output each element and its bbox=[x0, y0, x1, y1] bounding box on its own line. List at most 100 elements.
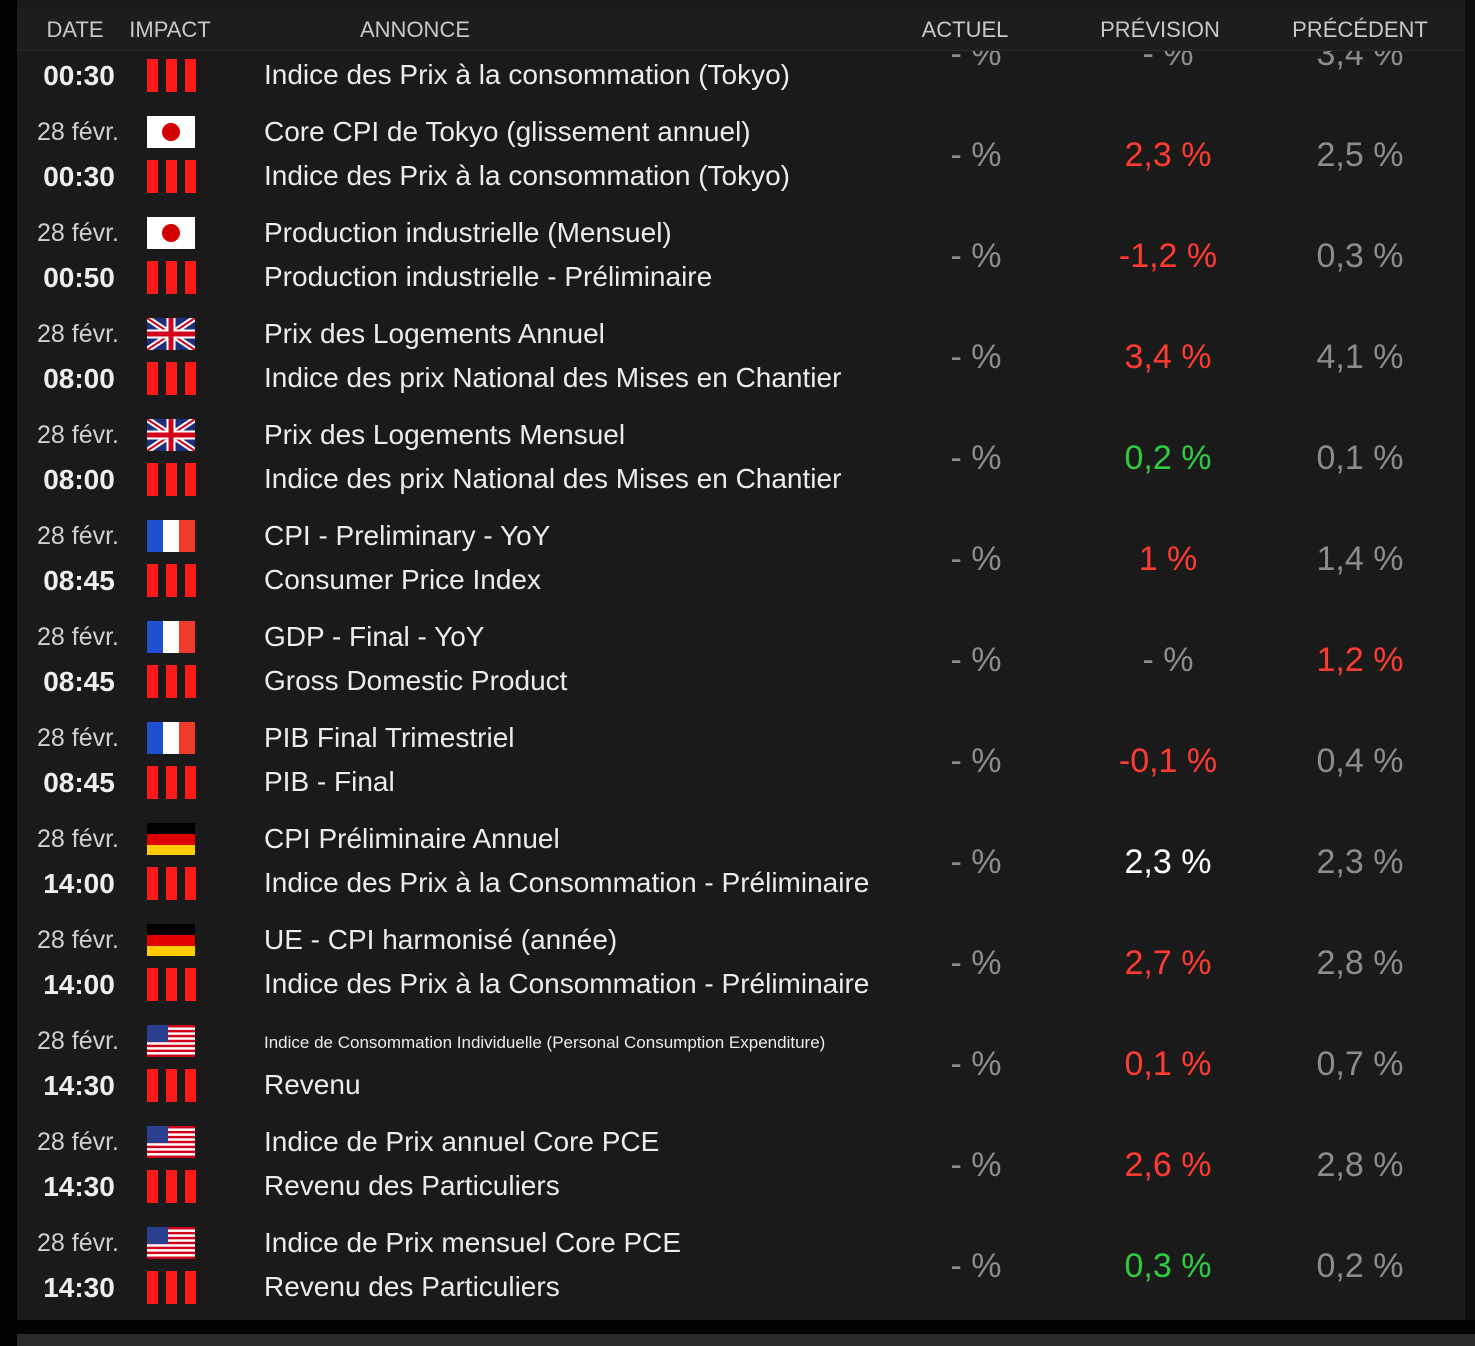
previous-value: 2,5 % bbox=[1316, 136, 1404, 174]
event-subtitle: Gross Domestic Product bbox=[264, 665, 568, 696]
event-list: 00:30 Indice des Prix à la consommation (… bbox=[0, 50, 1465, 1320]
event-subtitle: Consumer Price Index bbox=[264, 564, 542, 595]
country-flag bbox=[147, 722, 195, 754]
impact-bar bbox=[166, 1170, 177, 1203]
event-time: 00:50 bbox=[43, 262, 115, 293]
event-row: 28 févr. 14:00 CPI Préliminaire Annuel Indi… bbox=[0, 812, 1465, 913]
event-row: 28 févr. 00:50 Production industrielle (Me… bbox=[0, 206, 1465, 307]
previous-value: 1,2 % bbox=[1316, 641, 1404, 679]
country-flag bbox=[147, 823, 195, 855]
previous-value: 2,8 % bbox=[1316, 1146, 1404, 1184]
column-header: PRÉCÉDENT bbox=[1292, 17, 1428, 42]
event-row: 28 févr. 08:45 PIB Final Trimestriel PIB - … bbox=[0, 711, 1465, 812]
impact-bar bbox=[147, 968, 158, 1001]
event-time: 14:30 bbox=[43, 1171, 115, 1202]
event-time: 14:00 bbox=[43, 868, 115, 899]
country-flag bbox=[147, 419, 195, 451]
forecast-value: 3,4 % bbox=[1124, 338, 1212, 376]
event-date: 28 févr. bbox=[37, 1027, 119, 1055]
impact-bar bbox=[166, 766, 177, 799]
event-title: GDP - Final - YoY bbox=[264, 621, 485, 652]
event-time: 14:30 bbox=[43, 1070, 115, 1101]
event-date: 28 févr. bbox=[37, 522, 119, 550]
impact-bar bbox=[185, 1170, 196, 1203]
forecast-value: 1 % bbox=[1138, 540, 1198, 578]
impact-bar bbox=[185, 1069, 196, 1102]
actual-value: - % bbox=[950, 439, 1002, 477]
actual-value: - % bbox=[950, 540, 1002, 578]
event-row: 28 févr. 08:00 Prix des Logements Annuel In… bbox=[0, 307, 1465, 408]
event-title: Core CPI de Tokyo (glissement annuel) bbox=[264, 116, 751, 147]
event-time: 08:00 bbox=[43, 464, 115, 495]
impact-bar bbox=[166, 362, 177, 395]
impact-bar bbox=[185, 766, 196, 799]
impact-bar bbox=[185, 362, 196, 395]
previous-value: 0,7 % bbox=[1316, 1045, 1404, 1083]
event-subtitle: Indice des Prix à la Consommation - Prél… bbox=[264, 968, 870, 999]
event-subtitle: Indice des Prix à la consommation (Tokyo… bbox=[264, 160, 790, 191]
impact-bar bbox=[166, 261, 177, 294]
impact-bar bbox=[166, 59, 177, 92]
event-row: 28 févr. 14:00 UE - CPI harmonisé (année) I… bbox=[0, 913, 1465, 1014]
event-time: 00:30 bbox=[43, 60, 115, 91]
forecast-value: - % bbox=[1142, 641, 1194, 679]
forecast-value: 0,2 % bbox=[1124, 439, 1212, 477]
impact-bar bbox=[185, 1271, 196, 1304]
column-header: ACTUEL bbox=[921, 17, 1009, 42]
event-title: Indice de Consommation Individuelle (Per… bbox=[264, 1033, 826, 1052]
impact-bar bbox=[147, 564, 158, 597]
actual-value: - % bbox=[950, 237, 1002, 275]
event-row: 28 févr. 08:00 Prix des Logements Mensuel I… bbox=[0, 408, 1465, 509]
event-title: Indice de Prix mensuel Core PCE bbox=[264, 1227, 682, 1258]
event-subtitle: Revenu des Particuliers bbox=[264, 1271, 560, 1302]
impact-bar bbox=[147, 362, 158, 395]
country-flag bbox=[147, 1025, 195, 1057]
event-time: 08:45 bbox=[43, 565, 115, 596]
event-time: 00:30 bbox=[43, 161, 115, 192]
event-date: 28 févr. bbox=[37, 623, 119, 651]
actual-value: - % bbox=[950, 944, 1002, 982]
event-subtitle: Indice des Prix à la Consommation - Prél… bbox=[264, 867, 870, 898]
forecast-value: 2,3 % bbox=[1124, 843, 1212, 881]
column-header: PRÉVISION bbox=[1100, 17, 1220, 42]
previous-value: 2,8 % bbox=[1316, 944, 1404, 982]
country-flag bbox=[147, 520, 195, 552]
event-title: UE - CPI harmonisé (année) bbox=[264, 924, 618, 955]
actual-value: - % bbox=[950, 1146, 1002, 1184]
event-date: 28 févr. bbox=[37, 926, 119, 954]
forecast-value: 2,6 % bbox=[1124, 1146, 1212, 1184]
forecast-value: - % bbox=[1142, 50, 1194, 73]
impact-bar bbox=[185, 968, 196, 1001]
event-time: 14:00 bbox=[43, 969, 115, 1000]
event-title: CPI - Preliminary - YoY bbox=[264, 520, 551, 551]
country-flag bbox=[147, 924, 195, 956]
event-date: 28 févr. bbox=[37, 1229, 119, 1257]
impact-bar bbox=[166, 1069, 177, 1102]
actual-value: - % bbox=[950, 50, 1002, 73]
event-date: 28 févr. bbox=[37, 724, 119, 752]
event-title: Production industrielle (Mensuel) bbox=[264, 217, 672, 248]
event-subtitle: Indice des prix National des Mises en Ch… bbox=[264, 463, 842, 494]
actual-value: - % bbox=[950, 1045, 1002, 1083]
actual-value: - % bbox=[950, 136, 1002, 174]
country-flag bbox=[147, 1126, 195, 1158]
impact-bar bbox=[166, 564, 177, 597]
forecast-value: 0,3 % bbox=[1124, 1247, 1212, 1285]
event-time: 08:45 bbox=[43, 767, 115, 798]
impact-bar bbox=[185, 867, 196, 900]
event-row: 28 févr. 14:30 Indice de Prix mensuel Core… bbox=[0, 1216, 1465, 1317]
country-flag bbox=[147, 116, 195, 148]
event-date: 28 févr. bbox=[37, 1128, 119, 1156]
forecast-value: -0,1 % bbox=[1118, 742, 1218, 780]
event-title: Prix des Logements Annuel bbox=[264, 318, 605, 349]
event-date: 28 févr. bbox=[37, 825, 119, 853]
impact-bar bbox=[185, 564, 196, 597]
event-row: 28 févr. 00:30 Core CPI de Tokyo (glisseme… bbox=[0, 105, 1465, 206]
event-date: 28 févr. bbox=[37, 118, 119, 146]
scrollbar[interactable] bbox=[1465, 0, 1475, 1320]
previous-value: 3,4 % bbox=[1316, 50, 1404, 73]
actual-value: - % bbox=[950, 641, 1002, 679]
previous-value: 4,1 % bbox=[1316, 338, 1404, 376]
impact-bar bbox=[185, 59, 196, 92]
event-date: 28 févr. bbox=[37, 320, 119, 348]
